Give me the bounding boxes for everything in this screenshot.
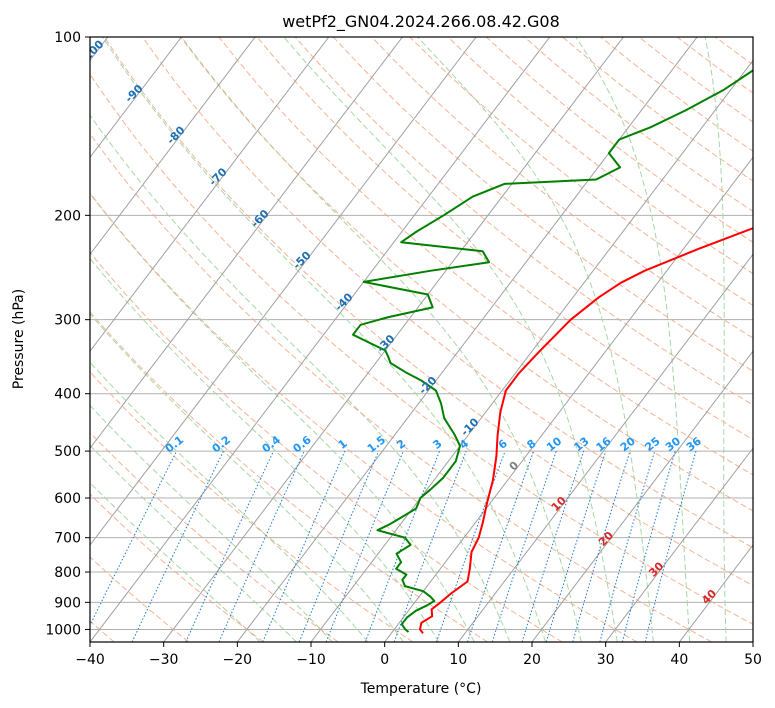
dry-adiabat [90,556,190,642]
isotherm [90,37,330,353]
isotherm [384,156,753,642]
y-tick-label: 1000 [45,622,81,638]
mixing-ratio-line [325,450,404,642]
mixing-ratio-line [521,450,585,642]
y-tick-label: 200 [54,208,81,224]
moist-adiabat [283,37,618,642]
x-tick-label: −40 [75,652,105,668]
dry-adiabat [103,37,753,587]
isotherm [605,447,753,642]
mixing-ratio-line [621,450,676,642]
plot-frame [89,36,754,643]
dry-adiabat [90,371,414,642]
y-tick-label: 300 [54,313,81,329]
moist-adiabat [90,257,440,642]
chart-title: wetPf2_GN04.2024.266.08.42.G08 [282,12,560,32]
mixing-ratio-line [90,450,178,627]
isotherm [90,37,551,642]
y-tick-label: 800 [54,565,81,581]
dry-adiabat [90,251,563,642]
x-tick-label: 0 [380,652,389,668]
moist-adiabat [90,313,404,642]
y-tick-label: 400 [54,387,81,403]
moist-adiabat [90,482,261,642]
mixing-ratio-line [599,450,656,642]
temperature-profile-line [419,227,753,634]
dry-adiabat [90,493,264,642]
isotherm [90,37,182,159]
dry-adiabat [333,37,753,372]
mixing-ratio-line [467,450,535,642]
mixing-ratio-line [185,450,274,642]
x-tick-label: 50 [744,652,762,668]
mixing-ratio-line [644,450,697,642]
isotherm [457,253,753,642]
moist-adiabat [181,37,582,642]
moist-adiabat [90,114,511,642]
isotherm [90,37,403,449]
mixing-ratio-line [218,450,305,642]
y-tick-label: 700 [54,531,81,547]
dry-adiabat [90,192,638,642]
mixing-ratio-line [393,450,467,642]
moist-adiabat [90,361,369,642]
mixing-ratio-line [491,450,557,642]
x-tick-label: 10 [449,652,467,668]
x-tick-label: −20 [223,652,253,668]
y-tick-label: 900 [54,595,81,611]
dewpoint-profile-line [352,69,753,633]
moist-adiabat [101,37,546,642]
mixing-ratio-line [364,450,441,642]
moist-adiabat [90,192,475,642]
axes: −40 −30 −20 −10 0 10 20 30 40 50 100 200 300 400 500 60… [45,30,762,668]
dry-adiabat [409,37,753,307]
isotherm [236,37,698,642]
y-tick-label: 600 [54,491,81,507]
isotherm [90,37,256,256]
x-tick-label: 20 [523,652,541,668]
y-tick-label: 500 [54,444,81,460]
mixing-ratio-line [545,450,607,642]
isotherm [752,641,753,642]
y-tick-label: 100 [54,30,81,46]
dry-adiabat [371,37,753,339]
isotherm [531,350,753,642]
x-tick-label: −30 [149,652,179,668]
x-tick-label: 30 [597,652,615,668]
dry-adiabat [90,431,339,642]
x-tick-label: −10 [296,652,326,668]
moist-adiabat [575,37,691,642]
y-axis-title: Pressure (hPa) [11,289,27,389]
dry-adiabat [90,311,488,642]
dry-adiabat [256,37,753,441]
moist-adiabat [90,444,297,642]
mixing-ratio-line [572,450,631,642]
mixing-ratio-line [435,450,506,642]
mixing-ratio-line [262,450,346,642]
mixing-ratio-line [298,450,380,642]
isotherm [163,37,624,642]
moist-adiabat [417,37,654,642]
isotherm [90,37,477,546]
isotherm [310,59,753,642]
x-tick-label: 40 [670,652,688,668]
dry-adiabat [180,37,753,512]
x-axis-title: Temperature (°C) [360,681,482,697]
plot-area [90,37,753,642]
moist-adiabat [90,404,333,642]
